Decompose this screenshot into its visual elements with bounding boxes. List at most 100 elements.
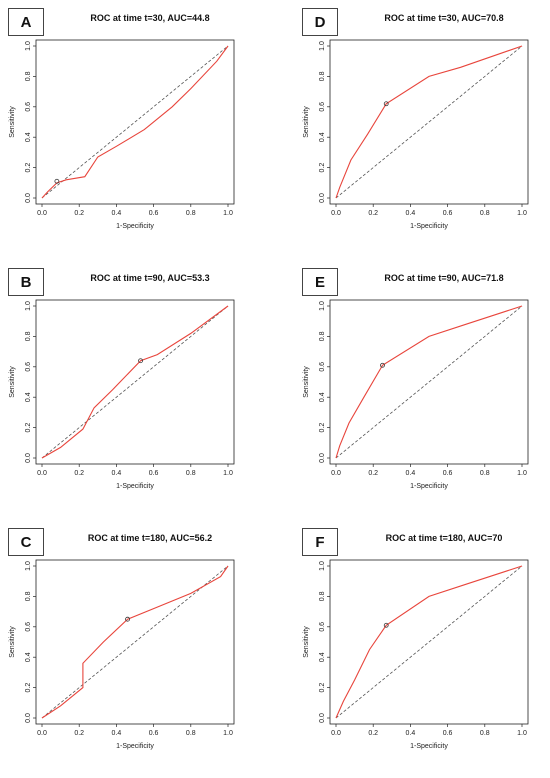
y-tick-label: 0.6 — [319, 102, 326, 112]
plot-frame — [35, 559, 235, 725]
y-tick-label: 0.0 — [25, 453, 32, 463]
x-axis-label: 1-Specificity — [410, 483, 448, 490]
panel-letter: D — [302, 8, 338, 36]
y-tick-label: 0.2 — [319, 423, 326, 433]
plot-frame — [329, 299, 529, 465]
y-tick-label: 0.2 — [25, 423, 32, 433]
roc-curve — [41, 305, 229, 459]
y-tick-label: 0.4 — [25, 132, 32, 142]
y-tick-label: 1.0 — [319, 301, 326, 311]
roc-panel-d: D ROC at time t=30, AUC=70.8 0.0 0.0 0.2 0.… — [296, 2, 546, 254]
x-tick-label: 1.0 — [223, 470, 233, 477]
y-tick-label: 0.0 — [25, 713, 32, 723]
x-tick-label: 1.0 — [517, 210, 527, 217]
roc-curve — [335, 45, 523, 199]
chart-title: ROC at time t=90, AUC=71.8 — [384, 273, 504, 283]
x-tick-label: 0.8 — [480, 210, 490, 217]
x-tick-label: 0.8 — [186, 730, 196, 737]
x-tick-label: 0.6 — [443, 210, 453, 217]
y-axis-label: Sensitivity — [9, 366, 16, 398]
panel-letter: C — [8, 528, 44, 556]
y-tick-label: 0.2 — [25, 163, 32, 173]
x-axis-label: 1-Specificity — [410, 743, 448, 750]
x-tick-label: 0.4 — [112, 210, 122, 217]
plot-frame — [35, 39, 235, 205]
x-tick-label: 0.2 — [368, 470, 378, 477]
cutoff-point — [383, 101, 389, 107]
x-tick-label: 0.6 — [149, 210, 159, 217]
y-tick-label: 0.0 — [25, 193, 32, 203]
y-tick-label: 0.4 — [319, 132, 326, 142]
chart-title: ROC at time t=180, AUC=70 — [385, 533, 503, 543]
x-tick-label: 0.0 — [37, 730, 47, 737]
x-tick-label: 0.8 — [186, 210, 196, 217]
x-tick-label: 0.2 — [368, 210, 378, 217]
x-tick-label: 0.0 — [331, 210, 341, 217]
roc-curve — [41, 45, 229, 199]
y-tick-label: 1.0 — [25, 301, 32, 311]
y-tick-label: 1.0 — [25, 41, 32, 51]
x-tick-label: 0.8 — [186, 470, 196, 477]
y-tick-label: 0.0 — [319, 453, 326, 463]
roc-plot: 0.0 0.0 0.2 0.2 0.4 0.4 0.6 0.6 0.8 0.8 1.0 1.0 1-Sp… — [303, 39, 529, 230]
y-tick-label: 0.6 — [319, 362, 326, 372]
roc-panel-b: B ROC at time t=90, AUC=53.3 0.0 0.0 0.2 0.… — [2, 262, 252, 514]
y-tick-label: 0.4 — [319, 392, 326, 402]
chart-title: ROC at time t=90, AUC=53.3 — [90, 273, 210, 283]
y-tick-label: 1.0 — [319, 561, 326, 571]
y-tick-label: 0.8 — [319, 331, 326, 341]
x-tick-label: 1.0 — [517, 470, 527, 477]
chart-title: ROC at time t=180, AUC=56.2 — [87, 533, 213, 543]
roc-panel-c: C ROC at time t=180, AUC=56.2 0.0 0.0 0.2 0… — [2, 522, 252, 774]
panel-letter: B — [8, 268, 44, 296]
panel-letter: E — [302, 268, 338, 296]
reference-diagonal-line — [41, 305, 229, 459]
plot-frame — [329, 39, 529, 205]
x-axis-label: 1-Specificity — [116, 743, 154, 750]
x-axis-label: 1-Specificity — [116, 223, 154, 230]
x-axis-label: 1-Specificity — [410, 223, 448, 230]
roc-curve — [41, 565, 229, 719]
roc-panel-e: E ROC at time t=90, AUC=71.8 0.0 0.0 0.2 0.… — [296, 262, 546, 514]
y-tick-label: 1.0 — [319, 41, 326, 51]
roc-plot: 0.0 0.0 0.2 0.2 0.4 0.4 0.6 0.6 0.8 0.8 1.0 1.0 1-Sp… — [303, 299, 529, 490]
x-tick-label: 0.2 — [74, 470, 84, 477]
y-tick-label: 0.2 — [319, 163, 326, 173]
chart-title: ROC at time t=30, AUC=44.8 — [90, 13, 210, 23]
y-tick-label: 0.6 — [319, 622, 326, 632]
y-tick-label: 0.6 — [25, 622, 32, 632]
x-tick-label: 0.0 — [331, 470, 341, 477]
x-tick-label: 0.4 — [112, 470, 122, 477]
reference-diagonal-line — [41, 565, 229, 719]
x-tick-label: 0.6 — [149, 730, 159, 737]
cutoff-point — [383, 622, 389, 628]
x-tick-label: 0.2 — [74, 730, 84, 737]
y-tick-label: 0.2 — [25, 683, 32, 693]
x-tick-label: 0.2 — [74, 210, 84, 217]
y-axis-label: Sensitivity — [303, 626, 310, 658]
x-tick-label: 0.0 — [331, 730, 341, 737]
roc-plot: 0.0 0.0 0.2 0.2 0.4 0.4 0.6 0.6 0.8 0.8 1.0 1.0 1-Sp… — [9, 39, 235, 230]
reference-diagonal-line — [335, 565, 523, 719]
x-axis-label: 1-Specificity — [116, 483, 154, 490]
roc-plot: 0.0 0.0 0.2 0.2 0.4 0.4 0.6 0.6 0.8 0.8 1.0 1.0 1-Sp… — [303, 559, 529, 750]
y-tick-label: 0.8 — [25, 71, 32, 81]
x-tick-label: 0.4 — [406, 470, 416, 477]
panel-letter: A — [8, 8, 44, 36]
x-tick-label: 0.0 — [37, 210, 47, 217]
y-tick-label: 0.8 — [319, 591, 326, 601]
y-tick-label: 0.0 — [319, 713, 326, 723]
x-tick-label: 1.0 — [517, 730, 527, 737]
x-tick-label: 1.0 — [223, 210, 233, 217]
y-tick-label: 0.4 — [25, 652, 32, 662]
y-tick-label: 0.8 — [319, 71, 326, 81]
y-axis-label: Sensitivity — [9, 106, 16, 138]
x-tick-label: 0.6 — [443, 730, 453, 737]
roc-curve — [335, 565, 523, 719]
x-tick-label: 1.0 — [223, 730, 233, 737]
reference-diagonal-line — [41, 45, 229, 199]
chart-title: ROC at time t=30, AUC=70.8 — [384, 13, 504, 23]
x-tick-label: 0.8 — [480, 470, 490, 477]
y-tick-label: 0.8 — [25, 331, 32, 341]
x-tick-label: 0.6 — [443, 470, 453, 477]
